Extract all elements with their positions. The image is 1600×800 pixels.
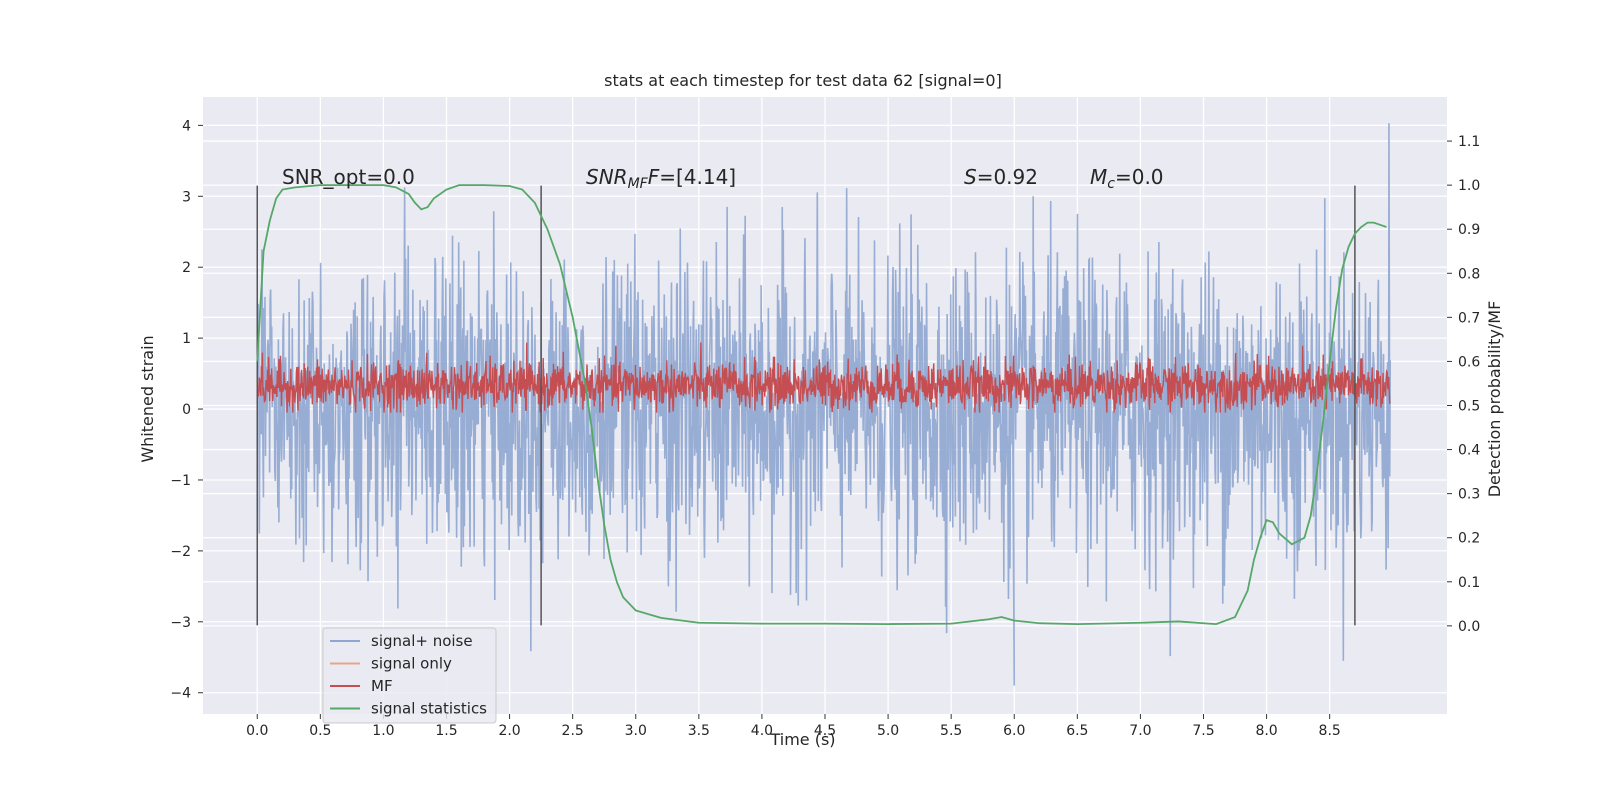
snr-mf-f: F (648, 165, 660, 189)
series-mf-line (256, 342, 1391, 413)
mc-symbol: M (1090, 165, 1107, 189)
y-tick-label-right: 0.5 (1458, 399, 1480, 415)
series-signal-statistics-line (256, 184, 1387, 626)
y-tick-label-right: 1.1 (1458, 134, 1480, 150)
legend-label: signal+ noise (371, 632, 473, 650)
y-tick-label-right: 0.1 (1458, 575, 1480, 591)
x-tick-label: 7.5 (1192, 723, 1214, 739)
y-tick-label-left: 0 (182, 402, 191, 418)
x-tick-label: 1.5 (435, 723, 457, 739)
x-tick-label: 4.0 (751, 723, 773, 739)
x-tick-label: 8.5 (1319, 723, 1341, 739)
x-tick-label: 6.0 (1003, 723, 1025, 739)
x-tick-label: 1.0 (372, 723, 394, 739)
y-tick-label-right: 0.2 (1458, 531, 1480, 547)
y-tick-label-left: 4 (182, 118, 191, 134)
y-tick-label-right: 0.6 (1458, 354, 1480, 370)
y-axis-label-right: Detection probability/MF (1485, 301, 1504, 498)
x-tick-label: 5.0 (877, 723, 899, 739)
y-axis-label-left: Whitened strain (138, 335, 157, 462)
x-tick-label: 0.0 (246, 723, 268, 739)
y-tick-label-left: 3 (182, 189, 191, 205)
chart-title: stats at each timestep for test data 62 … (604, 71, 1002, 90)
y-tick-label-left: −1 (170, 473, 191, 489)
mc-subscript: c (1107, 176, 1115, 192)
x-tick-label: 0.5 (309, 723, 331, 739)
s-symbol: S (964, 165, 977, 189)
series-signal-noise-line (256, 123, 1392, 686)
x-axis-label: Time (s) (769, 730, 835, 749)
legend-label: signal statistics (371, 700, 487, 718)
x-tick-label: 8.0 (1255, 723, 1277, 739)
data-layer (256, 123, 1392, 686)
y-tick-label-right: 0.9 (1458, 222, 1480, 238)
mc-value: =0.0 (1115, 165, 1164, 189)
x-tick-label: 2.5 (562, 723, 584, 739)
y-tick-label-left: −2 (170, 544, 191, 560)
x-tick-label: 4.5 (814, 723, 836, 739)
snr-mf-symbol: SNR (586, 165, 628, 189)
y-tick-label-left: 2 (182, 260, 191, 276)
annotation-snr-opt: SNR_opt=0.0 (282, 165, 415, 189)
y-tick-label-right: 0.0 (1458, 619, 1480, 635)
snr-mf-value: =[4.14] (659, 165, 736, 189)
x-tick-label: 6.5 (1066, 723, 1088, 739)
x-tick-label: 7.0 (1129, 723, 1151, 739)
x-tick-label: 3.0 (625, 723, 647, 739)
annotation-snr-mf: SNRMFF=[4.14] (586, 165, 736, 192)
annotation-s: S=0.92 (964, 165, 1038, 189)
x-tick-label: 3.5 (688, 723, 710, 739)
y-tick-label-right: 1.0 (1458, 178, 1480, 194)
legend-box (322, 627, 497, 724)
snr-mf-subscript: MF (628, 176, 649, 192)
tick-layer: 0.0 0.5 1.0 1.5 2.0 2.5 3.0 3.5 4.0 4.5 5.0 5.5 6.0 6… (170, 118, 1480, 739)
y-tick-label-left: −3 (170, 615, 191, 631)
x-tick-label: 5.5 (940, 723, 962, 739)
annotation-mc: Mc=0.0 (1090, 165, 1164, 192)
y-tick-label-right: 0.7 (1458, 310, 1480, 326)
legend-label: MF (371, 677, 393, 695)
y-tick-label-right: 0.4 (1458, 443, 1480, 459)
s-value: =0.92 (977, 165, 1038, 189)
y-tick-label-right: 0.3 (1458, 487, 1480, 503)
y-tick-label-left: −4 (170, 686, 191, 702)
legend-label: signal only (371, 655, 452, 673)
y-tick-label-right: 0.8 (1458, 266, 1480, 282)
y-tick-label-left: 1 (182, 331, 191, 347)
x-tick-label: 2.0 (498, 723, 520, 739)
legend: signal+ noise signal only MF signal statist… (322, 627, 497, 724)
